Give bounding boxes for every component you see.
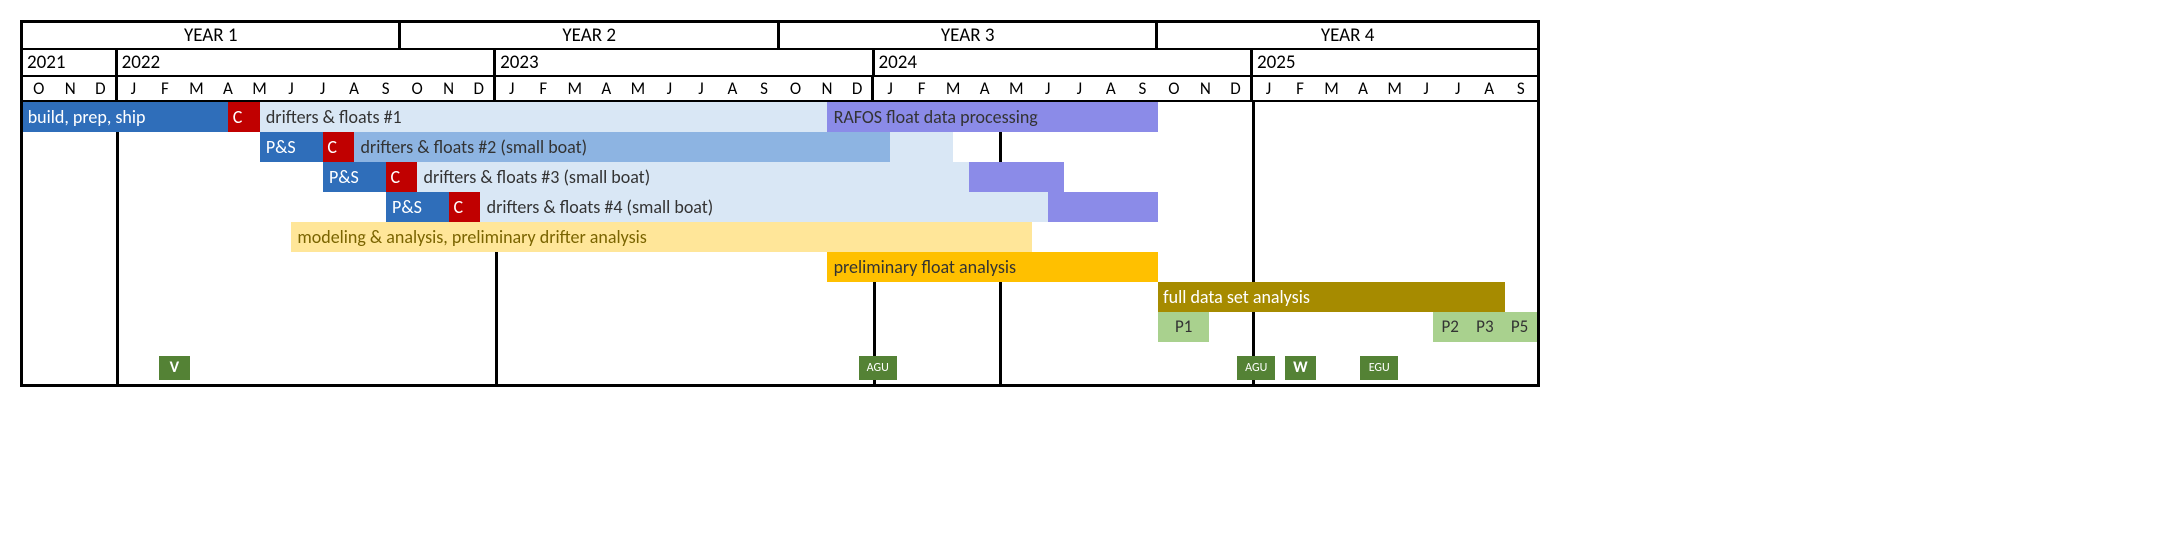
month-cell: O <box>780 77 812 100</box>
marker-agu-2: AGU <box>1237 356 1275 380</box>
month-cell: F <box>149 77 181 100</box>
year-cell: YEAR 4 <box>1158 23 1536 48</box>
subyear-cell: 2021 <box>23 50 118 75</box>
month-cell: J <box>685 77 717 100</box>
month-cell: D <box>843 77 875 100</box>
month-cell: M <box>181 77 213 100</box>
drifters-floats-3-label: C <box>390 162 400 192</box>
drifters-floats-2-label: P&S <box>266 132 296 162</box>
pub-p5: P5 <box>1502 312 1537 342</box>
month-cell: N <box>811 77 843 100</box>
subyear-cell: 2022 <box>118 50 496 75</box>
month-cell: D <box>1221 77 1253 100</box>
month-cell: D <box>86 77 118 100</box>
month-cell: J <box>118 77 150 100</box>
month-cell: M <box>622 77 654 100</box>
prelim-float-analysis-label: preliminary float analysis <box>834 252 1016 282</box>
month-cell: J <box>1064 77 1096 100</box>
month-cell: A <box>212 77 244 100</box>
drifters-floats-2-seg <box>890 132 953 162</box>
year-cell: YEAR 1 <box>23 23 401 48</box>
drifters-floats-4-seg <box>1048 192 1158 222</box>
full-dataset-analysis-label: full data set analysis <box>1163 282 1310 312</box>
build-prep-ship-label: drifters & floats #1 <box>266 102 402 132</box>
marker-v: V <box>159 356 191 380</box>
drifters-floats-2-label: C <box>327 132 337 162</box>
drifters-floats-4-label: drifters & floats #4 (small boat) <box>487 192 714 222</box>
subyear-cell: 2025 <box>1253 50 1537 75</box>
month-cell: M <box>244 77 276 100</box>
month-cell: M <box>559 77 591 100</box>
month-cell: M <box>1379 77 1411 100</box>
year-cell: YEAR 2 <box>401 23 779 48</box>
month-cell: J <box>654 77 686 100</box>
month-cell: M <box>1316 77 1348 100</box>
month-cell: A <box>1095 77 1127 100</box>
rafos-processing-label: RAFOS float data processing <box>834 102 1038 132</box>
month-cell: J <box>1253 77 1285 100</box>
drifters-floats-3-seg <box>969 162 1064 192</box>
month-cell: S <box>1505 77 1537 100</box>
month-cell: J <box>496 77 528 100</box>
month-cell: M <box>937 77 969 100</box>
month-cell: S <box>370 77 402 100</box>
year-cell: YEAR 3 <box>780 23 1158 48</box>
marker-egu: EGU <box>1360 356 1398 380</box>
month-cell: F <box>1284 77 1316 100</box>
month-cell: O <box>23 77 55 100</box>
month-cell: N <box>433 77 465 100</box>
month-cell: J <box>275 77 307 100</box>
divider-line <box>1252 102 1255 384</box>
month-cell: A <box>1347 77 1379 100</box>
month-cell: D <box>464 77 496 100</box>
month-cell: O <box>401 77 433 100</box>
subyear-row: 20212022202320242025 <box>23 50 1537 77</box>
month-cell: F <box>906 77 938 100</box>
month-cell: J <box>1442 77 1474 100</box>
build-prep-ship-label: C <box>233 102 243 132</box>
month-cell: A <box>969 77 1001 100</box>
drifters-floats-4-label: P&S <box>392 192 422 222</box>
divider-line <box>116 102 119 384</box>
month-cell: J <box>307 77 339 100</box>
pub-p2: P2 <box>1433 312 1468 342</box>
subyear-cell: 2023 <box>496 50 874 75</box>
gantt-body: build, prep, ship Cdrifters & floats #1 RA… <box>23 102 1537 384</box>
month-cell: A <box>591 77 623 100</box>
month-cell: J <box>1410 77 1442 100</box>
month-cell: J <box>874 77 906 100</box>
drifters-floats-4-label: C <box>454 192 464 222</box>
month-cell: N <box>55 77 87 100</box>
month-cell: S <box>748 77 780 100</box>
month-cell: O <box>1158 77 1190 100</box>
build-prep-ship-label: build, prep, ship <box>28 102 146 132</box>
month-cell: A <box>717 77 749 100</box>
drifters-floats-2-label: drifters & floats #2 (small boat) <box>360 132 587 162</box>
modeling-analysis-label: modeling & analysis, preliminary drifter… <box>297 222 646 252</box>
pub-p3: P3 <box>1468 312 1503 342</box>
month-cell: S <box>1127 77 1159 100</box>
month-row: ONDJFMAMJJASONDJFMAMJJASONDJFMAMJJASONDJ… <box>23 77 1537 102</box>
month-cell: A <box>338 77 370 100</box>
marker-w: W <box>1285 356 1317 380</box>
month-cell: J <box>1032 77 1064 100</box>
marker-agu-1: AGU <box>859 356 897 380</box>
pub-p1: P1 <box>1158 312 1208 342</box>
month-cell: N <box>1190 77 1222 100</box>
drifters-floats-3-label: P&S <box>329 162 359 192</box>
month-cell: A <box>1473 77 1505 100</box>
drifters-floats-3-label: drifters & floats #3 (small boat) <box>424 162 651 192</box>
year-header-row: YEAR 1YEAR 2YEAR 3YEAR 4 <box>23 23 1537 50</box>
subyear-cell: 2024 <box>875 50 1253 75</box>
gantt-chart: YEAR 1YEAR 2YEAR 3YEAR 4 202120222023202… <box>20 20 1540 387</box>
month-cell: M <box>1000 77 1032 100</box>
month-cell: F <box>528 77 560 100</box>
